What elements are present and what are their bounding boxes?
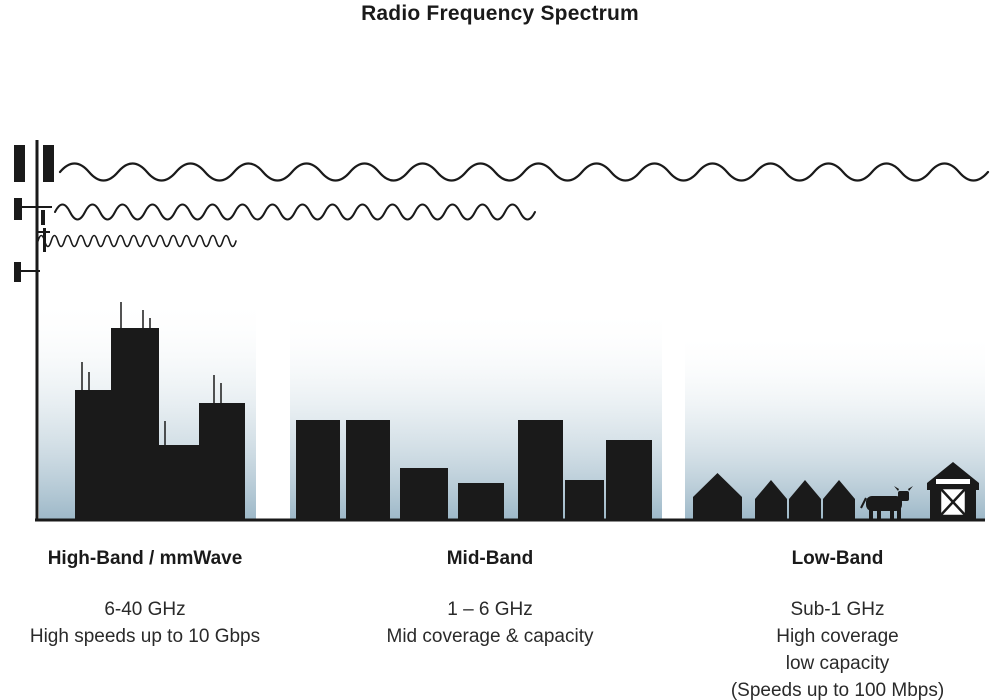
low-band-description-2: low capacity: [785, 653, 890, 674]
short-wavelength-wave-icon: [37, 234, 237, 248]
mid-band-name: Mid-Band: [446, 548, 534, 569]
low-band-frequency: Sub-1 GHz: [790, 599, 885, 620]
midrise-building-silhouettes: [296, 420, 652, 520]
mid-band-description: Mid coverage & capacity: [386, 626, 594, 647]
mid-band-label-block: Mid-Band 1 – 6 GHz Mid coverage & capaci…: [340, 548, 640, 650]
long-wavelength-wave-icon: [58, 162, 990, 182]
low-band-description-1: High coverage: [776, 626, 899, 647]
medium-wavelength-wave-icon: [54, 203, 536, 221]
barn-icon: [927, 462, 979, 520]
spectrum-illustration: [14, 140, 990, 522]
mid-band-frequency: 1 – 6 GHz: [447, 599, 533, 620]
high-band-name: High-Band / mmWave: [47, 548, 243, 569]
low-band-scene: [693, 462, 979, 520]
diagram-title: Radio Frequency Spectrum: [361, 2, 639, 25]
cell-tower-icon: [14, 140, 54, 520]
low-band-description-3: (Speeds up to 100 Mbps): [730, 680, 945, 700]
high-band-label-block: High-Band / mmWave 6-40 GHz High speeds …: [0, 548, 290, 650]
skyscraper-silhouettes: [75, 302, 245, 520]
high-band-description: High speeds up to 10 Gbps: [29, 626, 261, 647]
low-band-name: Low-Band: [791, 548, 884, 569]
high-band-frequency: 6-40 GHz: [104, 599, 186, 620]
barn-door: [938, 486, 968, 518]
cow-icon: [860, 486, 913, 520]
house-silhouettes: [693, 473, 742, 520]
low-band-label-block: Low-Band Sub-1 GHz High coverage low cap…: [690, 548, 985, 700]
